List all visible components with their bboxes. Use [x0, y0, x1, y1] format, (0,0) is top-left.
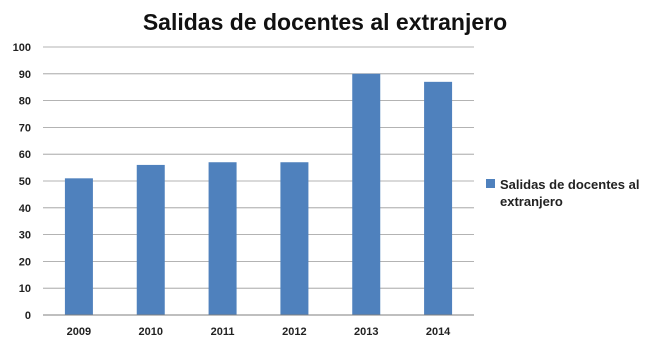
bar-2013	[352, 73, 381, 315]
x-tick-label: 2009	[67, 326, 91, 338]
x-axis-tick-labels: 2009 2010 2011 2012 2013 2014	[67, 326, 452, 338]
bar-2012	[280, 162, 309, 315]
legend-label-line-2: extranjero	[500, 194, 563, 209]
y-tick-label: 0	[25, 310, 31, 322]
y-tick-label: 10	[19, 283, 31, 295]
legend: Salidas de docentes al extranjero	[486, 177, 643, 209]
bar-2010	[136, 164, 165, 315]
x-tick-label: 2012	[282, 326, 306, 338]
x-tick-label: 2014	[426, 326, 451, 338]
x-tick-label: 2011	[211, 326, 235, 338]
bar-2009	[64, 178, 93, 315]
bar-2011	[208, 162, 237, 315]
y-tick-label: 70	[19, 122, 31, 134]
gridlines	[43, 46, 474, 289]
legend-swatch	[486, 179, 495, 188]
y-tick-label: 90	[19, 69, 31, 81]
y-tick-label: 100	[13, 42, 31, 54]
y-tick-label: 40	[19, 203, 31, 215]
legend-label: Salidas de docentes al extranjero	[500, 177, 643, 209]
y-tick-label: 60	[19, 149, 31, 161]
y-tick-label: 80	[19, 96, 31, 108]
x-tick-label: 2013	[354, 326, 378, 338]
x-tick-label: 2010	[139, 326, 163, 338]
chart-title: Salidas de docentes al extranjero	[143, 9, 507, 35]
y-tick-label: 50	[19, 176, 31, 188]
bars	[64, 73, 453, 315]
y-tick-label: 20	[19, 256, 31, 268]
legend-label-line-1: Salidas de docentes al	[500, 177, 639, 192]
y-axis-tick-labels: 0 10 20 30 40 50 60 70 80 90 100	[13, 42, 31, 322]
y-tick-label: 30	[19, 230, 31, 242]
bar-2014	[424, 81, 453, 315]
